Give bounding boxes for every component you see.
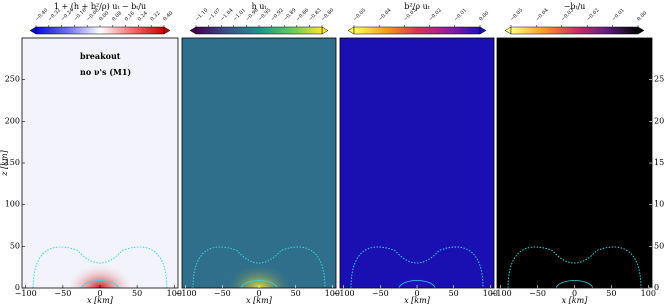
colorbar-tick-label: 0.00 [478,10,490,22]
contour [398,280,436,289]
colorbar-tick-label: −0.89 [282,7,297,22]
contour [507,246,642,289]
x-tick-label: −100 [15,289,37,298]
y-tick-label: 150 [5,158,20,167]
contour [240,280,278,289]
x-tick-label: 0 [414,289,419,298]
colorbar-extend [163,26,171,35]
colorbar-tick-label: 0.08 [111,10,123,22]
colorbar-tick-label: 0.40 [162,10,174,22]
y-tick-label: 50 [10,241,20,250]
colorbar-tick-label: 0.16 [124,10,136,22]
y-tick-label: 200 [654,116,664,125]
colorbar-tick-label: 0.00 [636,10,648,22]
colorbar-label: 1 + (h + b²/ρ) uₜ − bₜ/u [54,2,146,11]
colorbar [195,26,323,35]
annotation: no ν's (M1) [80,67,131,77]
colorbar-label: b²/ρ uₜ [404,2,429,11]
x-tick-label: 100 [167,289,182,298]
colorbar-tick-label: −0.92 [270,7,285,22]
colorbar-tick-label: −0.02 [585,7,600,22]
colorbar-tick-label: −0.01 [611,7,626,22]
x-tick-label: −100 [175,289,197,298]
x-tick-label: 50 [606,289,616,298]
colorbar-tick-label: −1.01 [232,7,247,22]
x-tick-label: 50 [132,289,142,298]
colorbar-extend [347,26,355,35]
colorbar [353,26,481,35]
colorbar-extend [321,26,329,35]
x-tick-label: −100 [490,289,512,298]
y-tick-label: 100 [5,200,20,209]
colorbar-tick-label: −0.02 [428,7,443,22]
x-axis-label: x [km] [562,296,589,305]
colorbar-tick-label: 0.32 [149,10,161,22]
x-tick-label: 0 [97,289,102,298]
colorbar-extend [637,26,645,35]
y-tick-label: 0 [654,283,659,292]
x-tick-label: 50 [291,289,301,298]
x-tick-label: −50 [214,289,231,298]
x-tick-label: −50 [529,289,546,298]
y-tick-label: 100 [654,200,664,209]
x-tick-label: 0 [256,289,261,298]
colorbar-extend [504,26,512,35]
colorbar [510,26,639,35]
colorbar-tick-label: −1.10 [194,7,209,22]
x-tick-label: 0 [572,289,577,298]
contour [32,246,168,289]
x-tick-label: 100 [325,289,340,298]
x-tick-label: −50 [372,289,389,298]
colorbar-tick-label: −1.04 [219,7,234,22]
colorbar-tick-label: −0.01 [453,7,468,22]
colorbar-tick-label: −1.07 [207,7,222,22]
x-tick-label: 100 [641,289,656,298]
colorbar-extend [29,26,37,35]
colorbar-tick-label: −0.86 [295,7,310,22]
x-axis-label: x [km] [404,296,431,305]
colorbar-tick-label: −0.04 [377,7,392,22]
y-tick-label: 50 [654,241,664,250]
colorbar [35,26,165,35]
y-tick-label: 0 [15,283,20,292]
x-axis-label: x [km] [246,296,273,305]
x-tick-label: 100 [483,289,498,298]
y-tick-label: 200 [5,116,20,125]
core-glow [70,246,130,288]
colorbar-extend [479,26,487,35]
contour [81,280,119,289]
colorbar-tick-label: −0.80 [320,7,335,22]
x-tick-label: −50 [54,289,71,298]
colorbar-tick-label: −0.05 [352,7,367,22]
x-tick-label: −100 [333,289,355,298]
colorbar-tick-label: −0.40 [34,7,49,22]
colorbar-tick-label: 0.00 [98,10,110,22]
x-axis-label: x [km] [87,296,114,305]
contour [350,246,484,289]
colorbar-tick-label: −0.83 [308,7,323,22]
y-tick-label: 250 [5,75,20,84]
colorbar-tick-label: −0.05 [509,7,524,22]
colorbar-extend [189,26,197,35]
core-glow [544,246,605,288]
colorbar-tick-label: 0.24 [137,10,149,22]
colorbar-label: h uₜ [252,2,267,11]
contour [192,246,326,289]
y-tick-label: 250 [654,75,664,84]
colorbar-tick-label: −0.04 [535,7,550,22]
contour [555,280,594,289]
y-tick-label: 150 [654,158,664,167]
x-tick-label: 50 [449,289,459,298]
colorbar-label: −bₜ/u [564,2,586,11]
y-axis-label: z [km] [0,149,9,176]
annotation: breakout [80,51,121,61]
